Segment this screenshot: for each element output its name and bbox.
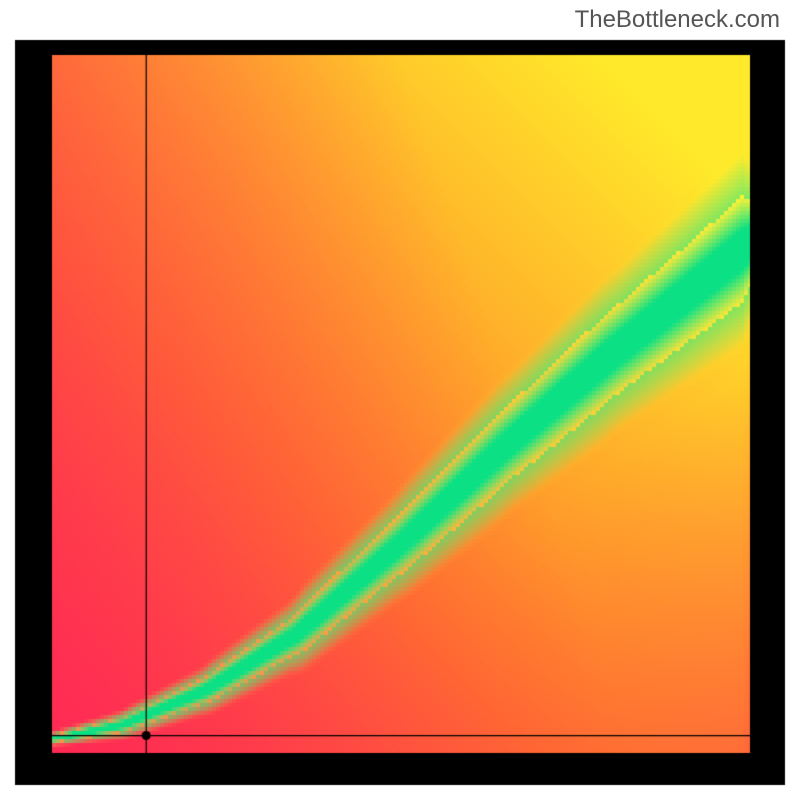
watermark-text: TheBottleneck.com	[575, 6, 780, 34]
bottleneck-heatmap	[0, 0, 800, 800]
root-container: { "watermark": { "text": "TheBottleneck.…	[0, 0, 800, 800]
